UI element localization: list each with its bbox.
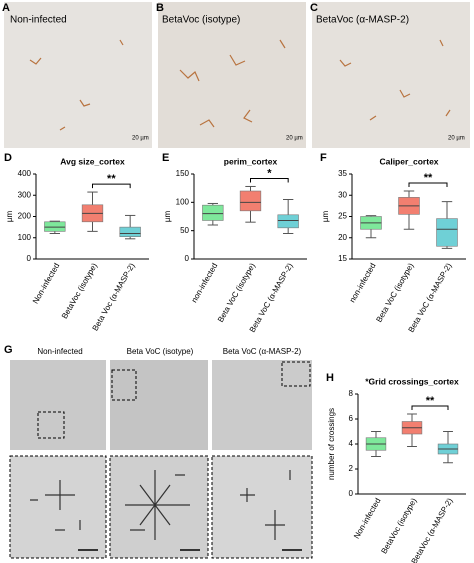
significance: * <box>267 167 272 179</box>
significance-bracket <box>92 183 131 189</box>
y-tick-label: 2 <box>349 464 354 473</box>
x-tick-label: Beta VoC (isotype) <box>374 261 415 324</box>
x-tick-label: BetaVoc (isotype) <box>379 496 418 555</box>
micrograph <box>312 2 470 148</box>
micrographs: 20 µm 20 µm 20 µm A Non-infected B BetaV… <box>2 2 470 148</box>
significance: ** <box>426 395 435 407</box>
chart-title: Caliper_cortex <box>379 156 438 166</box>
box <box>202 204 224 221</box>
micrograph <box>212 360 312 450</box>
y-axis-label: µm <box>163 211 172 223</box>
y-tick-label: 100 <box>176 197 190 206</box>
image-label: Beta VoC (α-MASP-2) <box>223 347 302 356</box>
significance: ** <box>424 172 433 184</box>
image-label: Beta VoC (isotype) <box>127 347 194 356</box>
y-tick-label: 100 <box>18 233 32 242</box>
y-tick-label: 8 <box>349 389 354 398</box>
panel-letter: F <box>320 152 327 164</box>
significance: ** <box>107 173 116 185</box>
inset <box>9 455 107 559</box>
box <box>277 214 299 229</box>
micrograph <box>110 360 208 450</box>
micrograph <box>158 2 306 148</box>
panel-letter: C <box>310 2 318 14</box>
inset <box>109 455 209 559</box>
y-tick-label: 400 <box>18 169 32 178</box>
chart-title: Avg size_cortex <box>60 156 125 166</box>
y-tick-label: 4 <box>349 439 354 448</box>
scale-label: 20 µm <box>286 136 303 142</box>
x-tick-label: BetaVoc (isotype) <box>60 261 99 320</box>
panel-letter: A <box>2 2 10 14</box>
chart-title: perim_cortex <box>224 156 278 166</box>
x-tick-label: Beta VoC (α-MASP-2) <box>248 261 295 334</box>
y-tick-label: 25 <box>338 212 347 221</box>
significance-bracket <box>411 405 449 410</box>
y-tick-label: 30 <box>338 190 347 199</box>
panel-letter: E <box>162 152 169 164</box>
micrograph <box>4 2 152 148</box>
box <box>436 218 458 247</box>
inset <box>211 455 313 559</box>
crossings <box>30 470 291 540</box>
cells <box>29 39 451 131</box>
significance-bracket <box>408 182 448 187</box>
y-tick-label: 20 <box>338 233 347 242</box>
box <box>119 226 141 237</box>
micrograph <box>10 360 106 450</box>
inset-box <box>281 361 311 387</box>
inset-box <box>111 369 137 401</box>
x-tick-label: Non-infected <box>31 262 61 306</box>
image-label: Non-infected <box>37 347 82 356</box>
y-tick-label: 35 <box>338 169 347 178</box>
y-tick-label: 0 <box>27 254 32 263</box>
x-tick-label: BetaVoc (α-MASP-2) <box>410 496 455 563</box>
chart-title: *Grid crossings_cortex <box>365 376 459 386</box>
x-tick-label: Non-infected <box>352 497 382 541</box>
y-tick-label: 6 <box>349 414 354 423</box>
inset-box <box>37 411 65 439</box>
panel-letter: G <box>4 344 13 356</box>
scale-label: 20 µm <box>132 136 149 142</box>
box <box>44 221 66 232</box>
image-label: Non-infected <box>10 15 67 26</box>
scale-label: 20 µm <box>448 136 465 142</box>
y-tick-label: 15 <box>338 254 347 263</box>
image-label: BetaVoc (isotype) <box>162 15 240 26</box>
x-tick-label: Beta VoC (isotype) <box>216 261 257 324</box>
x-tick-label: Beta VoC (α-MASP-2) <box>407 261 454 334</box>
box <box>239 190 262 212</box>
y-tick-label: 50 <box>180 226 189 235</box>
y-tick-label: 0 <box>349 489 354 498</box>
y-tick-label: 0 <box>185 254 190 263</box>
panel-g: G Non-infected Beta VoC (isotype) Beta V… <box>4 344 313 559</box>
panel-letter: D <box>4 152 12 164</box>
image-label: BetaVoc (α-MASP-2) <box>316 15 409 26</box>
y-axis-label: µm <box>321 211 330 223</box>
y-axis-label: number of crossings <box>327 408 336 480</box>
panel-letter: H <box>326 372 334 384</box>
y-tick-label: 150 <box>176 169 190 178</box>
panel-letter: B <box>156 2 164 14</box>
y-tick-label: 200 <box>18 212 32 221</box>
y-axis-label: µm <box>5 211 14 223</box>
y-tick-label: 300 <box>18 190 32 199</box>
significance-bracket <box>250 177 289 183</box>
x-tick-label: Beta Voc (α-MASP-2) <box>91 261 137 332</box>
x-tick-label: non-infected <box>190 262 220 305</box>
x-tick-label: non-infected <box>348 262 378 305</box>
